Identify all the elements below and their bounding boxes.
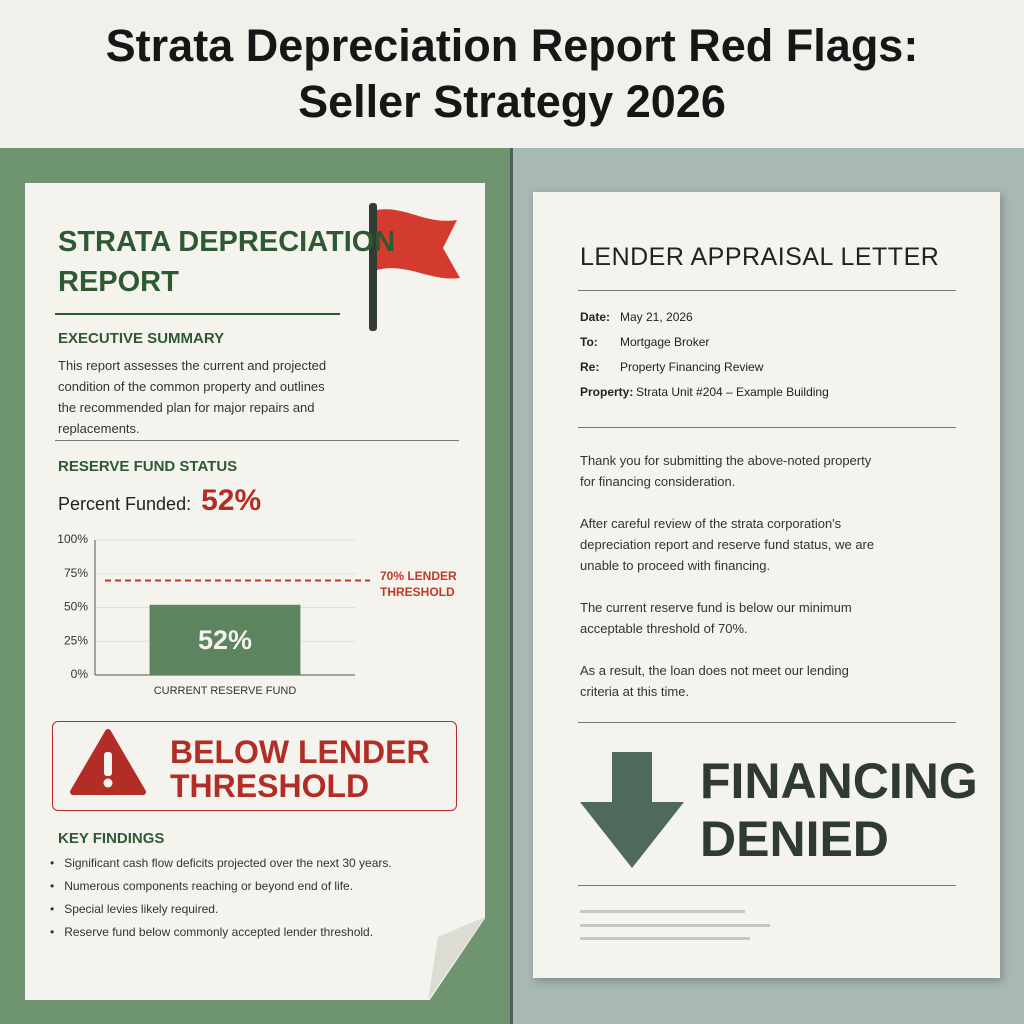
field-value: Property Financing Review [620,360,764,374]
letter-paragraph: After careful review of the strata corpo… [580,516,875,573]
y-tick-label: 25% [64,633,88,647]
letter-paper [533,192,1000,978]
finding-item: • Special levies likely required. [50,898,450,921]
field-value: Mortgage Broker [620,335,710,349]
x-tick-label: CURRENT RESERVE FUND [154,685,297,697]
field-value: Strata Unit #204 – Example Building [636,385,829,399]
page-title: Strata Depreciation Report Red Flags: Se… [0,18,1024,130]
finding-item: • Numerous components reaching or beyond … [50,875,450,898]
finding-text: Reserve fund below commonly accepted len… [64,925,374,939]
red-flag-icon [369,203,460,331]
field-label: Property: [580,385,634,399]
field-row: To: Mortgage Broker [580,335,829,360]
finding-text: Numerous components reaching or beyond e… [64,879,354,893]
title-line: Seller Strategy 2026 [298,76,726,127]
finding-item: • Significant cash flow deficits projecte… [50,852,450,875]
result-line: FINANCING [700,753,978,809]
alert-box [52,721,457,811]
field-row: Date: May 21, 2026 [580,310,829,335]
section-heading: RESERVE FUND STATUS [58,458,238,475]
letter-title: LENDER APPRAISAL LETTER [580,243,940,271]
bar [149,604,301,675]
finding-text: Special levies likely required. [64,902,219,916]
down-arrow-icon [580,752,684,868]
y-tick-label: 50% [64,600,88,614]
y-tick-label: 0% [71,667,89,681]
placeholder-line [580,910,745,913]
result-text: FINANCING DENIED [700,752,978,868]
placeholder-line [580,937,750,940]
bullet: • [50,879,55,893]
report-title-line: REPORT [58,266,179,298]
title-line: Strata Depreciation Report Red Flags: [105,20,919,71]
report-title-line: STRATA DEPRECIATION [58,226,396,258]
finding-item: • Reserve fund below commonly accepted le… [50,921,450,944]
value-label: 52% [198,625,252,655]
field-row: Property: Strata Unit #204 – Example Buil… [580,385,829,410]
rule [578,885,956,886]
report-title: STRATA DEPRECIATION REPORT [58,222,395,302]
rule [578,722,956,723]
section-heading: KEY FINDINGS [58,830,165,847]
field-value: May 21, 2026 [620,310,693,324]
page-curl [428,917,485,1000]
result-line: DENIED [700,811,889,867]
section-heading: EXECUTIVE SUMMARY [58,330,225,347]
letter-paragraph: As a result, the loan does not meet our … [580,663,849,699]
y-tick-label: 100% [57,532,88,546]
letter-body: Thank you for submitting the above-noted… [580,450,880,723]
y-tick-label: 75% [64,566,88,580]
report-paper [25,183,485,1000]
percent-label: Percent Funded: [58,494,192,514]
chart-area: 0% 25% 50% 75% 100% CURRENT RESERVE FUND 52% 7… [50,525,470,705]
field-row: Re: Property Financing Review [580,360,829,385]
chart: 0% 25% 50% 75% 100% CURRENT RESERVE FUND 52% [57,532,370,697]
summary-text: This report assesses the current and pro… [58,358,327,436]
rule [55,313,340,315]
field-label: Date: [580,310,611,324]
rule [55,440,459,441]
field-label: Re: [580,360,600,374]
letter-paragraph: The current reserve fund is below our mi… [580,600,852,636]
warning-icon [70,729,146,795]
alert-line: THRESHOLD [170,768,370,804]
finding-text: Significant cash flow deficits projected… [64,856,392,870]
rule [578,290,956,291]
bullet: • [50,925,55,939]
findings-list: • Significant cash flow deficits projecte… [50,852,450,944]
percent-value: 52% [201,484,262,517]
rule [578,427,956,428]
field-label: To: [580,335,598,349]
threshold-label: 70% LENDER THRESHOLD [380,568,457,599]
bullet: • [50,856,55,870]
bullet: • [50,902,55,916]
letter-fields: Date: May 21, 2026 To: Mortgage Broker Re: Pr… [580,310,829,410]
percent-funded: Percent Funded: 52% [58,484,261,518]
placeholder-line [580,924,770,927]
letter-paragraph: Thank you for submitting the above-noted… [580,453,872,489]
alert-line: BELOW LENDER [170,734,430,770]
divider [510,148,513,1024]
alert-text: BELOW LENDER THRESHOLD [170,735,430,803]
